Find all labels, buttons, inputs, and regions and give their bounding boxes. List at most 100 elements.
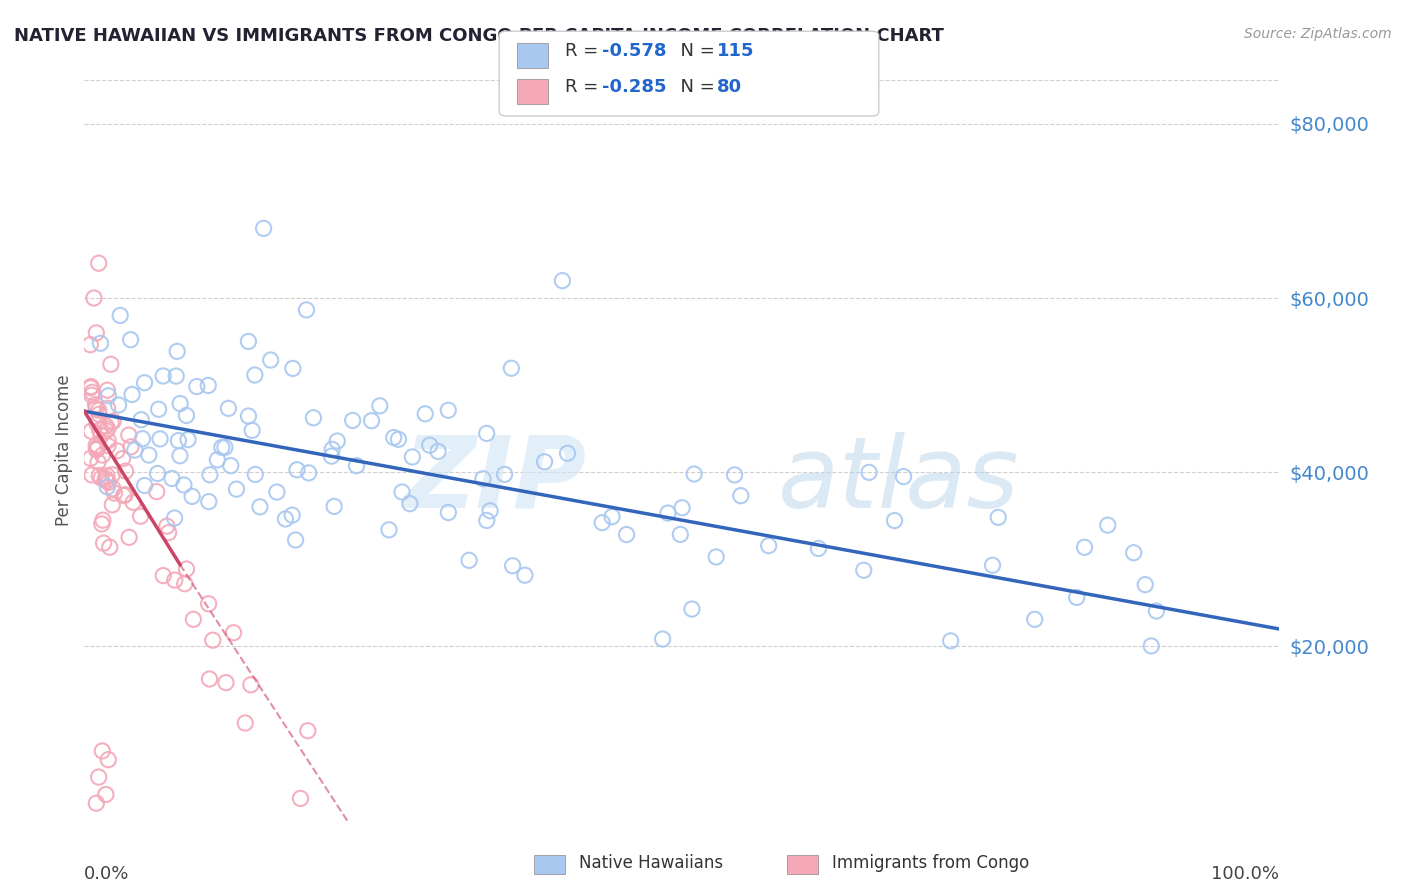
Point: [83, 291, 105, 305]
Point: [513, 568, 536, 582]
Point: [134, 376, 156, 390]
Point: [616, 527, 638, 541]
Point: [176, 409, 198, 423]
Point: [101, 414, 124, 428]
Point: [281, 361, 304, 376]
Point: [302, 410, 325, 425]
Point: [87, 455, 110, 469]
Point: [87, 440, 110, 454]
Point: [401, 450, 423, 464]
Point: [134, 478, 156, 492]
Point: [94, 788, 117, 802]
Text: ZIP: ZIP: [404, 432, 586, 529]
Point: [86, 796, 108, 810]
Point: [89, 336, 111, 351]
Point: [249, 500, 271, 514]
Point: [323, 500, 346, 514]
Text: 100.0%: 100.0%: [1212, 865, 1279, 883]
Point: [225, 482, 247, 496]
Y-axis label: Per Capita Income: Per Capita Income: [55, 375, 73, 526]
Point: [198, 467, 221, 482]
Text: Source: ZipAtlas.com: Source: ZipAtlas.com: [1244, 27, 1392, 41]
Point: [858, 466, 880, 480]
Point: [413, 407, 436, 421]
Text: N =: N =: [669, 78, 721, 96]
Point: [427, 444, 450, 458]
Point: [238, 409, 260, 423]
Point: [114, 488, 136, 502]
Point: [987, 510, 1010, 524]
Point: [100, 357, 122, 371]
Point: [266, 485, 288, 500]
Point: [807, 541, 830, 556]
Point: [96, 468, 118, 483]
Point: [100, 416, 122, 430]
Point: [475, 513, 498, 527]
Point: [87, 403, 110, 417]
Text: -0.285: -0.285: [602, 78, 666, 96]
Point: [110, 309, 132, 323]
Point: [91, 513, 114, 527]
Point: [253, 221, 276, 235]
Point: [87, 256, 110, 270]
Point: [89, 468, 111, 483]
Point: [122, 495, 145, 509]
Point: [1024, 612, 1046, 626]
Point: [298, 466, 321, 480]
Point: [84, 438, 107, 452]
Point: [723, 467, 745, 482]
Point: [217, 401, 239, 416]
Point: [156, 519, 179, 533]
Point: [285, 463, 308, 477]
Text: atlas: atlas: [778, 432, 1019, 529]
Point: [94, 424, 117, 438]
Point: [591, 516, 613, 530]
Point: [90, 428, 112, 442]
Point: [129, 413, 152, 427]
Point: [683, 467, 706, 481]
Point: [186, 379, 208, 393]
Point: [501, 361, 523, 376]
Text: NATIVE HAWAIIAN VS IMMIGRANTS FROM CONGO PER CAPITA INCOME CORRELATION CHART: NATIVE HAWAIIAN VS IMMIGRANTS FROM CONGO…: [14, 27, 943, 45]
Point: [97, 434, 120, 448]
Point: [240, 423, 263, 437]
Point: [86, 417, 108, 431]
Point: [97, 401, 120, 416]
Point: [437, 506, 460, 520]
Point: [90, 516, 112, 531]
Point: [1073, 541, 1095, 555]
Point: [419, 438, 441, 452]
Point: [233, 716, 256, 731]
Point: [96, 480, 118, 494]
Point: [176, 562, 198, 576]
Point: [93, 536, 115, 550]
Point: [201, 633, 224, 648]
Point: [681, 602, 703, 616]
Text: Native Hawaiians: Native Hawaiians: [579, 855, 724, 872]
Point: [893, 469, 915, 483]
Point: [166, 344, 188, 359]
Text: R =: R =: [565, 78, 605, 96]
Point: [97, 439, 120, 453]
Point: [458, 553, 481, 567]
Point: [981, 558, 1004, 573]
Point: [479, 504, 502, 518]
Point: [157, 525, 180, 540]
Point: [97, 422, 120, 436]
Point: [94, 418, 117, 433]
Point: [112, 489, 135, 503]
Point: [198, 494, 221, 508]
Point: [243, 368, 266, 382]
Point: [84, 398, 107, 412]
Point: [214, 440, 236, 454]
Point: [177, 433, 200, 447]
Point: [91, 744, 114, 758]
Point: [704, 549, 727, 564]
Text: 80: 80: [717, 78, 742, 96]
Point: [146, 467, 169, 481]
Point: [79, 381, 101, 395]
Point: [80, 424, 103, 438]
Point: [86, 326, 108, 340]
Point: [669, 527, 692, 541]
Point: [297, 723, 319, 738]
